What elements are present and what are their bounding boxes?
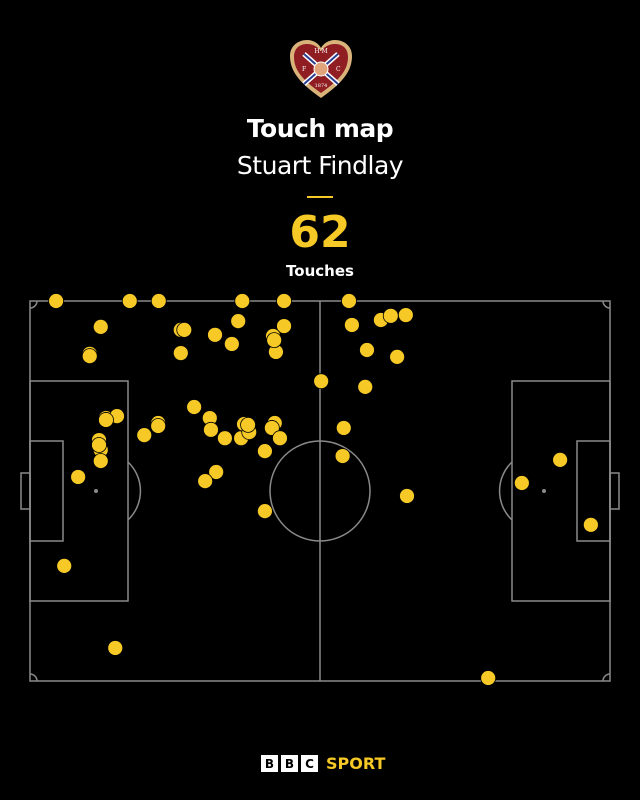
right-penalty-arc [498, 461, 513, 521]
touch-point [397, 307, 414, 323]
svg-text:F: F [302, 66, 306, 73]
bbc-sport-logo: B B C SPORT [261, 754, 385, 773]
svg-text:H·M: H·M [314, 48, 327, 55]
touch-point [56, 557, 73, 574]
touch-point [234, 293, 251, 309]
touch-point [230, 313, 247, 330]
touch-point [341, 293, 357, 309]
bbc-letter: C [301, 755, 318, 772]
left-goal [20, 472, 31, 510]
touch-point [582, 516, 599, 533]
left-six-yard-box [29, 440, 64, 542]
svg-text:C: C [336, 66, 341, 73]
touch-point [272, 430, 288, 447]
touch-point [98, 412, 114, 428]
left-penalty-spot [94, 489, 98, 493]
touch-point [313, 373, 330, 390]
touch-point [91, 437, 107, 453]
svg-text:1874: 1874 [315, 83, 328, 89]
touch-point [266, 332, 283, 349]
right-goal [609, 472, 620, 510]
touch-point [480, 670, 497, 686]
pitch-markings [20, 300, 620, 682]
bbc-letter: B [261, 755, 278, 772]
right-penalty-box [511, 380, 611, 602]
bbc-letter: B [281, 755, 298, 772]
touch-point [70, 469, 87, 485]
touch-point [382, 307, 399, 324]
touch-point [276, 293, 292, 309]
touch-point [121, 293, 138, 309]
touch-point [81, 348, 98, 365]
touch-point [223, 336, 240, 352]
touch-point [150, 293, 167, 309]
touch-point [389, 348, 406, 365]
touch-point [256, 503, 273, 520]
touch-point [92, 453, 109, 469]
touch-point [48, 293, 64, 309]
touch-point [172, 345, 189, 361]
touch-point [343, 317, 360, 333]
touch-point [107, 640, 124, 656]
touch-point [176, 321, 193, 338]
touch-point [208, 464, 225, 480]
touch-point [334, 448, 351, 464]
touch-point [335, 420, 352, 436]
touch-point [399, 488, 415, 504]
club-crest-logo: H·M F C 1874 [290, 40, 352, 98]
touch-points [48, 293, 599, 686]
touch-point [276, 318, 292, 334]
page-title: Touch map [246, 114, 394, 143]
touch-point [240, 416, 256, 433]
touch-point [513, 475, 530, 491]
touch-point [357, 378, 374, 395]
touch-point [552, 451, 569, 468]
touch-point [197, 473, 214, 490]
touch-point [256, 443, 273, 460]
touch-point [186, 399, 203, 415]
touch-point [359, 342, 375, 358]
divider [307, 196, 333, 198]
touch-point [92, 318, 109, 335]
corner-arcs [29, 300, 611, 682]
center-circle [269, 440, 371, 542]
touch-point [136, 427, 153, 444]
left-penalty-arc [127, 461, 142, 521]
sport-wordmark: SPORT [326, 754, 386, 773]
touch-point [150, 418, 167, 434]
touch-point [216, 430, 233, 447]
pitch-chart [20, 293, 620, 686]
touch-count-label: Touches [286, 262, 354, 280]
touch-point [207, 326, 223, 343]
touch-count: 62 [289, 207, 351, 258]
touch-point [203, 421, 219, 438]
right-penalty-spot [542, 489, 546, 493]
player-name: Stuart Findlay [236, 151, 404, 180]
